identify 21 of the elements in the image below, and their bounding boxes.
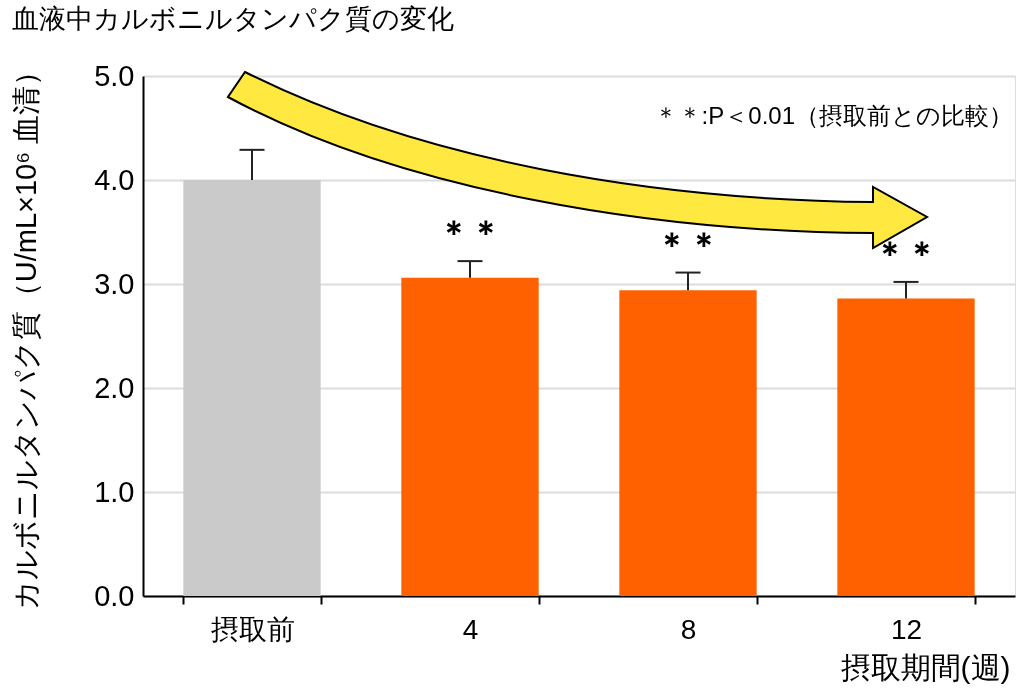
y-tick-label: 2.0 bbox=[94, 371, 135, 404]
bar bbox=[837, 298, 975, 596]
y-tick-label: 1.0 bbox=[94, 475, 135, 508]
y-tick-label: 0.0 bbox=[94, 579, 135, 612]
bar bbox=[619, 290, 757, 596]
x-axis-title: 摂取期間(週) bbox=[840, 650, 1011, 684]
x-tick-label: 12 bbox=[890, 613, 923, 645]
annotation: ＊＊ bbox=[874, 234, 938, 271]
x-tick-label: 摂取前 bbox=[210, 613, 295, 645]
y-tick-label: 3.0 bbox=[94, 267, 135, 300]
bar bbox=[183, 180, 321, 596]
y-tick-label: 5.0 bbox=[94, 59, 135, 92]
chart-title: 血液中カルボニルタンパク質の変化 bbox=[12, 4, 454, 35]
annotation: ＊＊ bbox=[656, 225, 720, 262]
y-axis-title: カルボニルタンパク質（U/mL×10⁶ 血清） bbox=[9, 56, 42, 611]
x-tick-label: 8 bbox=[680, 613, 697, 645]
y-tick-label: 4.0 bbox=[94, 163, 135, 196]
bar bbox=[401, 277, 539, 596]
x-tick-label: 4 bbox=[462, 613, 479, 645]
annotation: ＊＊:P＜0.01（摂取前との比較） bbox=[653, 102, 1013, 129]
annotation: ＊＊ bbox=[438, 214, 502, 251]
